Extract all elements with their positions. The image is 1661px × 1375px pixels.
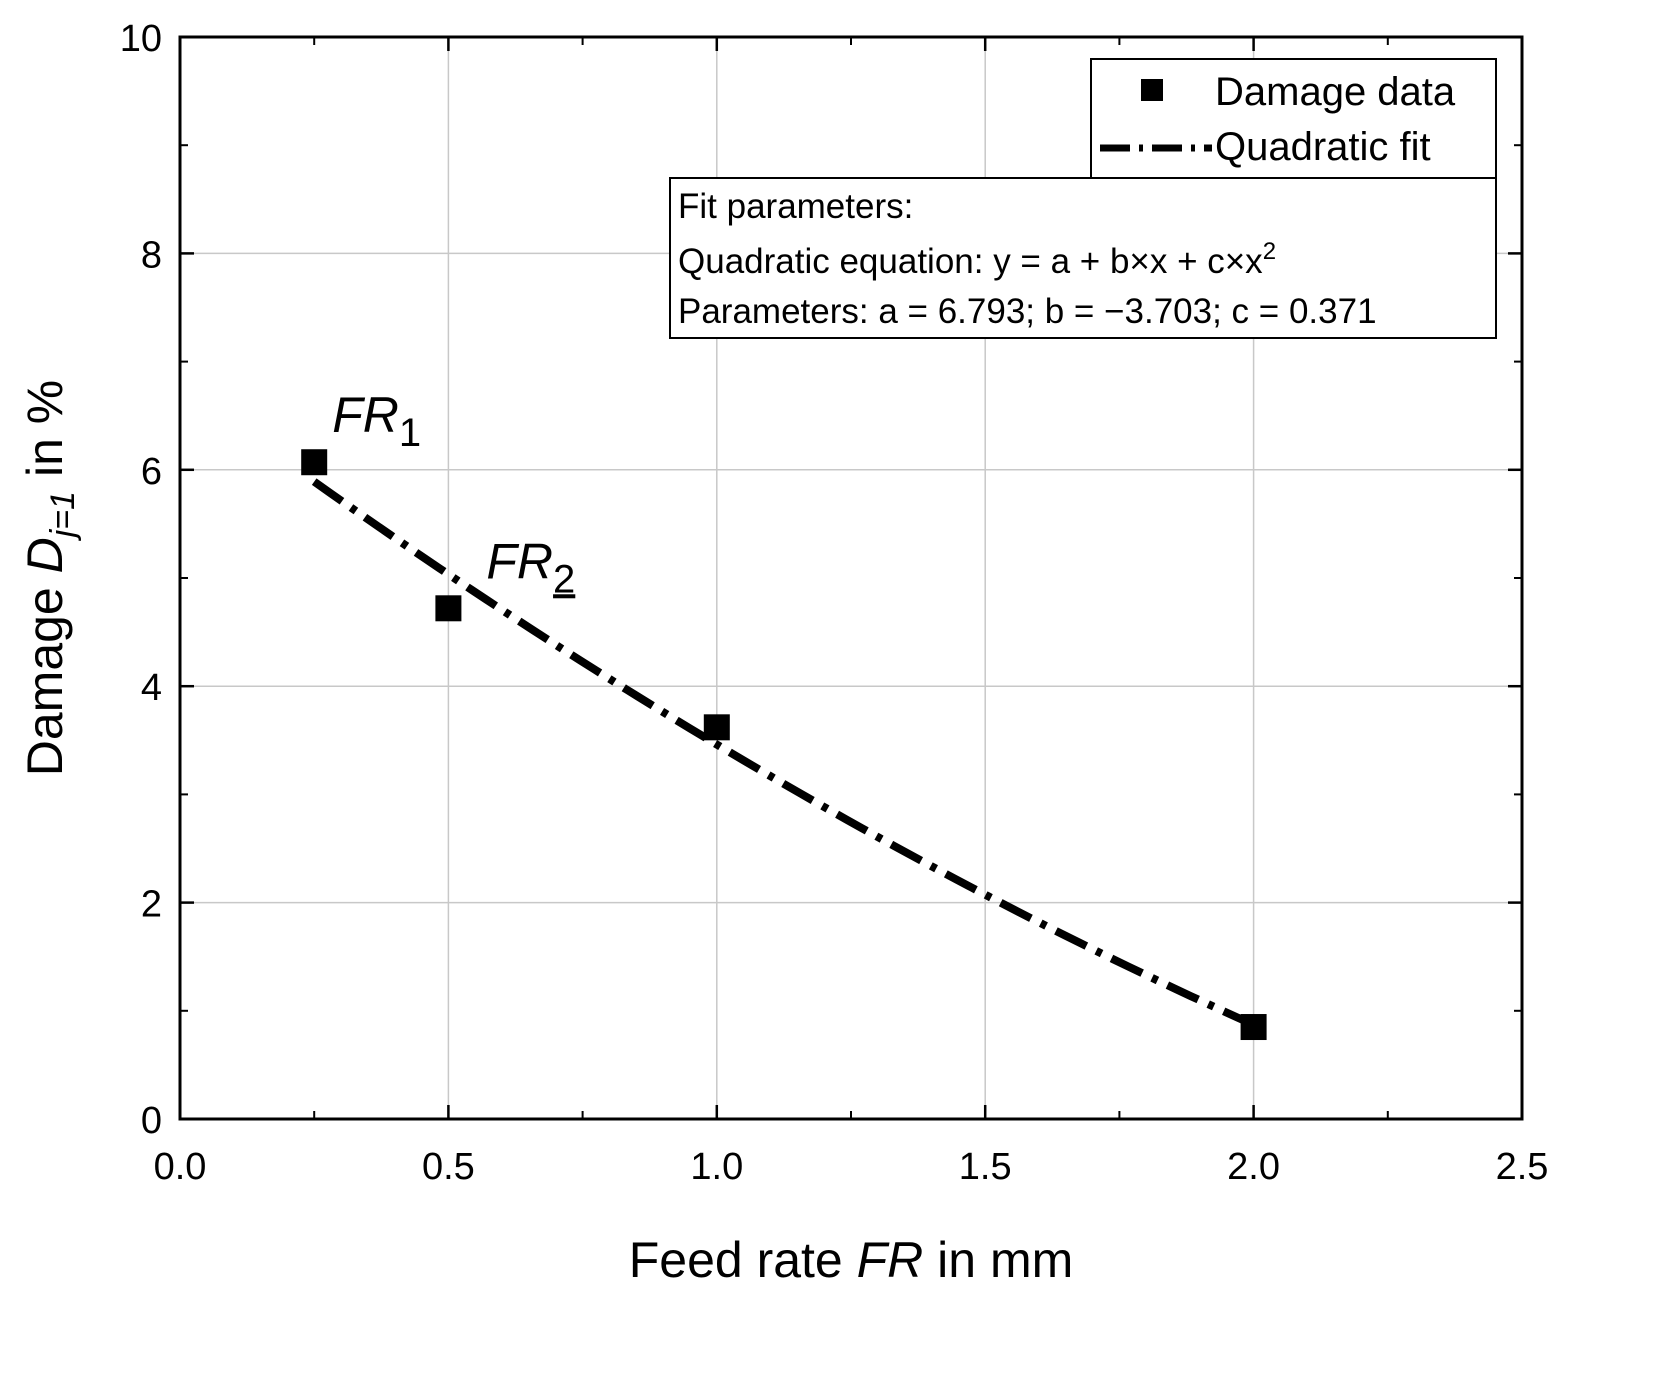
x-tick-label: 0.0	[154, 1146, 207, 1188]
x-axis-title: Feed rate FR in mm	[629, 1232, 1074, 1288]
data-point	[301, 449, 328, 476]
fit-parameters-title: Fit parameters:	[678, 187, 913, 226]
y-tick-label: 6	[141, 451, 162, 493]
annotation-fr1: FR1	[332, 387, 421, 455]
y-tick-label: 2	[141, 884, 162, 926]
x-tick-label: 1.0	[690, 1146, 743, 1188]
fit-parameter-values: Parameters: a = 6.793; b = −3.703; c = 0…	[678, 292, 1377, 331]
y-tick-label: 0	[141, 1100, 162, 1142]
y-tick-label: 8	[141, 234, 162, 276]
x-tick-label: 1.5	[959, 1146, 1012, 1188]
y-axis-title: Damage Dj=1 in %	[17, 380, 82, 777]
legend-label-damage-data: Damage data	[1215, 70, 1456, 114]
data-point-layer	[301, 449, 1267, 1041]
fit-parameters-box: Fit parameters: Quadratic equation: y = …	[669, 177, 1497, 339]
fit-equation-text: Quadratic equation: y = a + b×x + c×x2	[678, 238, 1276, 281]
y-tick-label: 10	[120, 18, 162, 60]
x-tick-label: 0.5	[422, 1146, 475, 1188]
x-tick-label: 2.0	[1227, 1146, 1280, 1188]
fit-parameters-frame	[669, 177, 1497, 339]
data-point	[703, 714, 730, 741]
legend-square-marker	[1141, 79, 1163, 101]
legend: Damage data Quadratic fit	[1090, 58, 1497, 180]
y-tick-label: 4	[141, 667, 162, 709]
data-point	[1240, 1014, 1267, 1041]
ticks: 0.0 0.5 1.0 1.5 2.0 2.5 0 2 4 6 8 10	[120, 18, 1549, 1188]
fit-layer	[311, 478, 1256, 1029]
annotation-fr2: FR2	[486, 533, 575, 601]
x-tick-label: 2.5	[1496, 1146, 1549, 1188]
quadratic-fit-curve	[311, 478, 1256, 1029]
data-point	[435, 595, 462, 622]
legend-label-quadratic-fit: Quadratic fit	[1215, 125, 1431, 169]
